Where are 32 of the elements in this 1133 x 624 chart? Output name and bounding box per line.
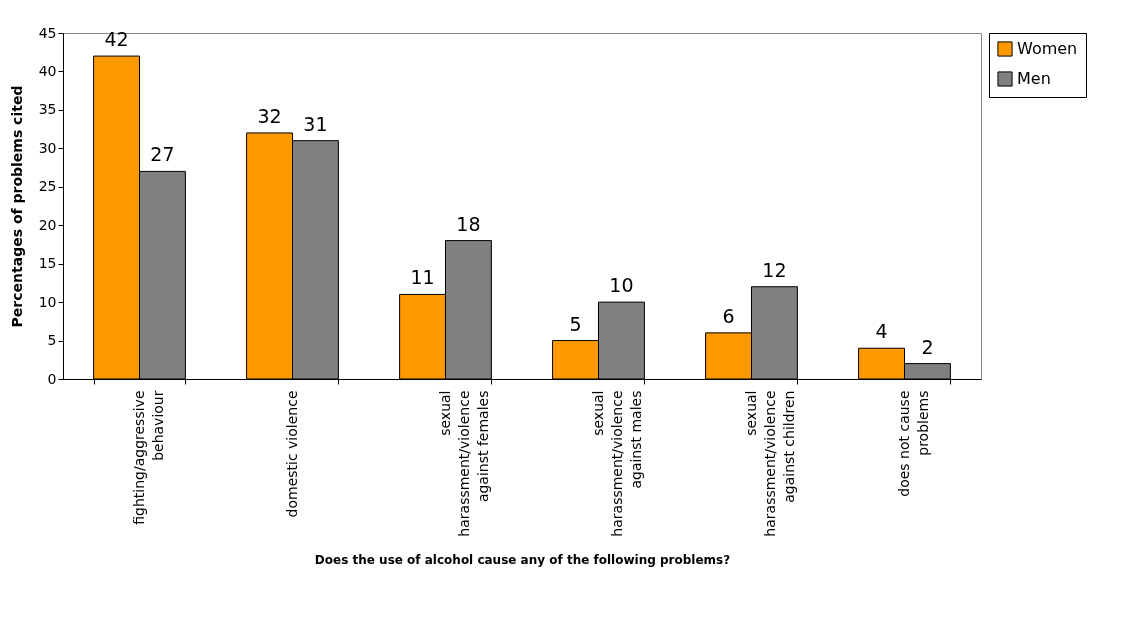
data-label: 10 [609, 274, 634, 297]
data-label: 4 [875, 320, 888, 343]
data-label: 6 [722, 304, 735, 327]
x-tick-label: domestic violence [284, 390, 300, 518]
data-label: 11 [410, 266, 435, 289]
x-axis-title: Does the use of alcohol cause any of the following problems? [314, 552, 731, 567]
y-axis-title: Percentages of problems cited [8, 85, 25, 328]
x-tick-label: sexual harassment/violence against children [743, 390, 797, 537]
y-tick-label: 25 [38, 178, 57, 195]
data-label: 5 [569, 312, 582, 335]
x-tick-label: fighting/aggressive behaviour [131, 390, 166, 525]
data-label: 18 [456, 212, 481, 235]
data-label: 27 [150, 143, 175, 166]
y-tick-label: 35 [38, 101, 57, 118]
data-label: 32 [257, 104, 282, 127]
y-tick-label: 10 [38, 293, 57, 310]
y-tick-label: 20 [38, 216, 57, 233]
y-tick-label: 30 [38, 139, 57, 156]
x-tick-label: sexual harassment/violence against males [590, 390, 644, 537]
y-tick-label: 0 [47, 370, 57, 387]
x-tick-label: does not cause problems [896, 390, 931, 497]
y-tick-label: 40 [38, 62, 57, 79]
x-tick-label: sexual harassment/violence against females [437, 390, 491, 537]
data-label: 42 [104, 28, 129, 51]
data-label: 31 [303, 112, 328, 135]
y-tick-label: 45 [38, 24, 57, 41]
y-tick-label: 5 [47, 332, 57, 349]
data-label: 2 [921, 335, 934, 358]
legend-label: Women [1017, 39, 1078, 58]
data-label: 12 [762, 258, 787, 281]
legend-label: Men [1017, 69, 1051, 88]
y-tick-label: 15 [38, 255, 57, 272]
